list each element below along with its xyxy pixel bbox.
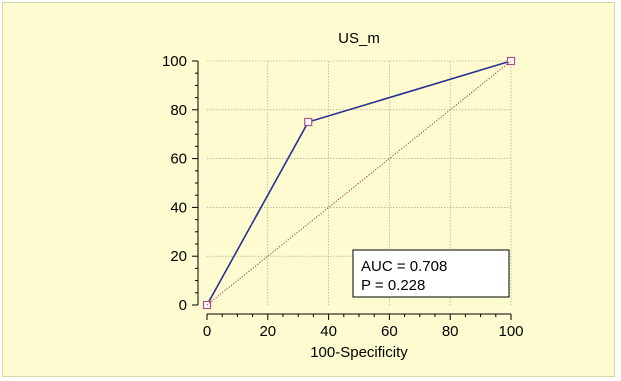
- annotation-box: AUC = 0.708 P = 0.228: [352, 249, 510, 298]
- roc-point-marker: [506, 56, 516, 66]
- y-tick-label: 20: [170, 248, 187, 265]
- chart-title: US_m: [338, 30, 380, 47]
- y-tick-label: 100: [162, 53, 187, 70]
- annotation-frame: [352, 249, 510, 298]
- reference-diagonal-line: [206, 60, 512, 306]
- tick-labels: 0 20 40 60 80 100 0 20 40 60 80 100: [162, 53, 524, 340]
- y-tick-label: 80: [170, 102, 187, 119]
- x-tick-label: 100: [498, 323, 523, 340]
- series-group: [202, 56, 516, 310]
- x-tick-label: 20: [259, 323, 276, 340]
- y-tick-label: 40: [170, 199, 187, 216]
- chart-panel: US_m 0 20 40 60 80 100 0 20 40 60 80 100 AUC = 0.70…: [2, 2, 615, 377]
- auc-label: AUC = 0.708: [361, 258, 447, 275]
- y-tick-label: 0: [179, 297, 187, 314]
- roc-point-marker: [304, 117, 313, 127]
- x-tick-label: 80: [442, 323, 459, 340]
- x-tick-label: 0: [203, 323, 211, 340]
- axes: [192, 60, 512, 320]
- x-tick-label: 40: [320, 323, 337, 340]
- x-tick-label: 60: [381, 323, 398, 340]
- roc-chart: US_m 0 20 40 60 80 100 0 20 40 60 80 100 AUC = 0.70…: [162, 30, 524, 361]
- y-tick-label: 60: [170, 151, 187, 168]
- p-value-label: P = 0.228: [361, 277, 425, 294]
- x-axis-label: 100-Specificity: [310, 344, 408, 361]
